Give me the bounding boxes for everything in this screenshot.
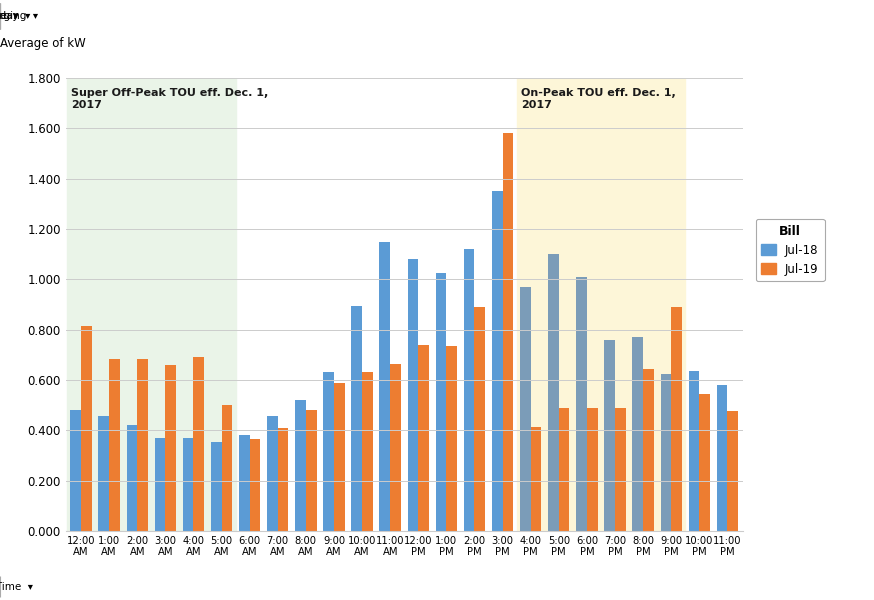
Bar: [193, 358, 205, 531]
Bar: [517, 78, 685, 531]
Text: Average of kW: Average of kW: [0, 37, 86, 50]
Bar: [70, 410, 81, 531]
Bar: [531, 427, 541, 531]
Bar: [492, 191, 503, 531]
Bar: [576, 277, 587, 531]
Bar: [278, 428, 288, 531]
Bar: [379, 242, 390, 531]
Bar: [267, 416, 278, 531]
Bar: [520, 287, 531, 531]
Bar: [671, 307, 682, 531]
Bar: [362, 373, 372, 531]
Bar: [306, 410, 316, 531]
Bar: [689, 371, 699, 531]
Bar: [81, 326, 92, 531]
Text: Weekday  ▾: Weekday ▾: [0, 11, 30, 20]
Bar: [475, 307, 485, 531]
Text: On-Peak TOU eff. Dec. 1,
2017: On-Peak TOU eff. Dec. 1, 2017: [521, 88, 676, 110]
Bar: [390, 364, 401, 531]
Bar: [464, 249, 475, 531]
Bar: [295, 400, 306, 531]
Bar: [548, 254, 558, 531]
Bar: [503, 133, 513, 531]
Text: Date  ▾: Date ▾: [0, 11, 18, 20]
Bar: [727, 412, 739, 531]
Bar: [250, 439, 260, 531]
Bar: [419, 345, 429, 531]
Bar: [109, 359, 120, 531]
Bar: [67, 78, 236, 531]
Bar: [127, 425, 137, 531]
Bar: [165, 365, 176, 531]
Bar: [604, 340, 615, 531]
Bar: [221, 405, 232, 531]
Bar: [334, 383, 344, 531]
Legend: Jul-18, Jul-19: Jul-18, Jul-19: [756, 219, 824, 281]
Bar: [436, 273, 447, 531]
Bar: [239, 436, 250, 531]
Bar: [351, 306, 362, 531]
Bar: [99, 416, 109, 531]
Bar: [699, 394, 710, 531]
Bar: [587, 407, 598, 531]
Text: Super Off-Peak TOU eff. Dec. 1,
2017: Super Off-Peak TOU eff. Dec. 1, 2017: [71, 88, 268, 110]
Bar: [155, 438, 165, 531]
Bar: [661, 374, 671, 531]
Text: EV Charging  ▾: EV Charging ▾: [0, 11, 38, 20]
Bar: [558, 407, 570, 531]
Bar: [407, 259, 419, 531]
Bar: [323, 373, 334, 531]
Text: Start Time  ▾: Start Time ▾: [0, 581, 33, 592]
Bar: [615, 407, 626, 531]
Bar: [183, 438, 193, 531]
Bar: [211, 442, 221, 531]
Bar: [633, 337, 643, 531]
Bar: [643, 368, 654, 531]
Bar: [447, 346, 457, 531]
Bar: [137, 359, 148, 531]
Bar: [717, 385, 727, 531]
